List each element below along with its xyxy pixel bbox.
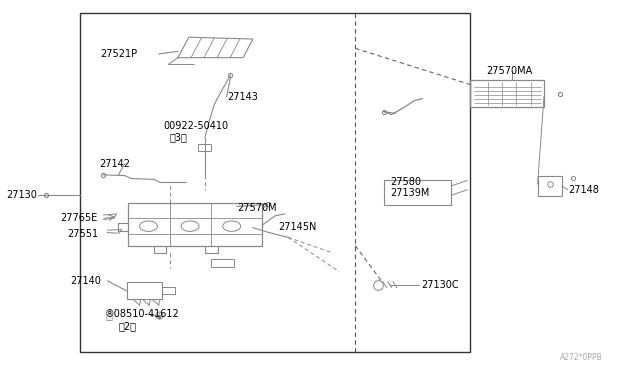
Bar [128,203,262,246]
Text: 27145N: 27145N [278,222,317,232]
Bar [198,144,211,151]
Bar [211,259,234,267]
Bar [127,282,162,299]
Text: 27130C: 27130C [421,280,459,289]
Text: 27521P: 27521P [100,49,138,59]
Bar [384,180,451,205]
Text: （3）: （3） [170,133,188,142]
Text: 27142: 27142 [99,159,130,169]
Text: 00922-50410: 00922-50410 [163,122,228,131]
Text: 27580: 27580 [390,177,421,187]
Text: （2）: （2） [118,322,136,331]
Text: 27765E: 27765E [61,213,98,222]
Text: ®08510-41612: ®08510-41612 [104,310,179,319]
Bar [470,80,544,107]
Text: 27551: 27551 [67,230,98,239]
Bar [80,13,470,352]
Text: 27570MA: 27570MA [486,66,532,76]
Text: 27148: 27148 [568,185,599,195]
Text: 27130: 27130 [6,190,37,200]
Text: 27570M: 27570M [237,203,276,213]
Text: 27139M: 27139M [390,188,430,198]
Text: 27143: 27143 [227,92,258,102]
Text: A272*0PPB: A272*0PPB [560,353,603,362]
Bar [538,176,562,196]
Text: 27140: 27140 [70,276,101,286]
Text: Ⓢ: Ⓢ [106,309,112,321]
